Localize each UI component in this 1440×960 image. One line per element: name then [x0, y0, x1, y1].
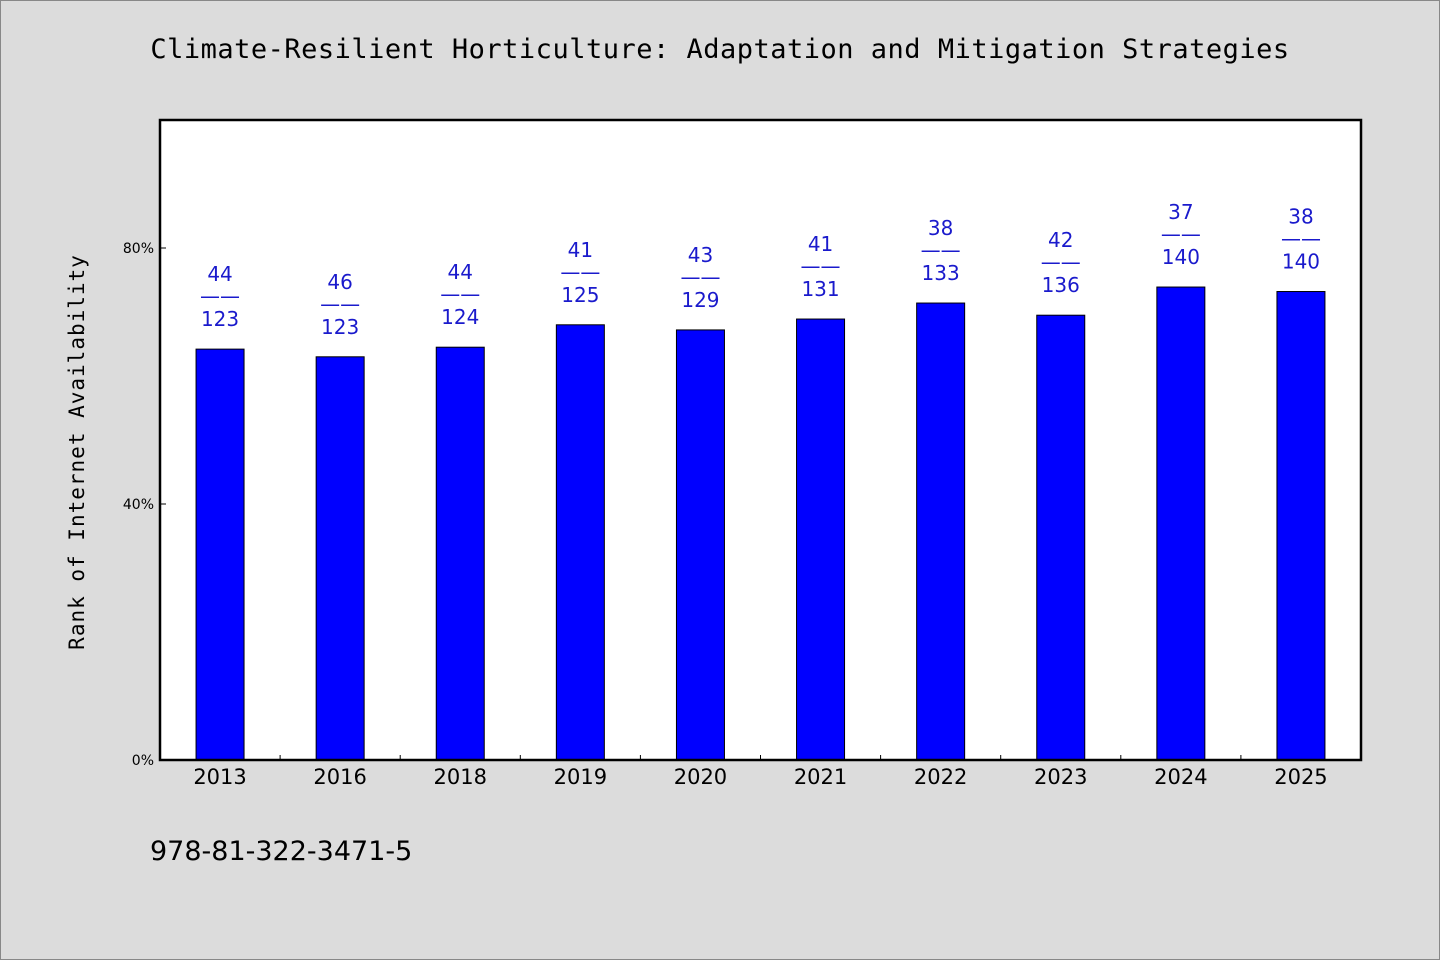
x-tick-label: 2016 — [313, 765, 366, 789]
bar — [435, 346, 485, 761]
y-tick-label: 0% — [132, 753, 154, 769]
bar — [675, 329, 725, 761]
x-tick-label: 2018 — [434, 765, 487, 789]
plot-border — [158, 118, 1363, 762]
y-tick-label: 80% — [123, 241, 154, 257]
data-label-bottom: 131 — [801, 277, 839, 301]
data-label-bottom: 124 — [441, 305, 479, 329]
data-label-separator: —— — [921, 238, 961, 262]
data-label-separator: —— — [680, 265, 720, 289]
data-label-bottom: 140 — [1282, 250, 1320, 274]
data-label-separator: —— — [440, 282, 480, 306]
bar — [195, 348, 245, 761]
data-label-top: 42 — [1048, 228, 1073, 252]
bar — [796, 318, 846, 761]
data-label-bottom: 133 — [922, 261, 960, 285]
data-label-top: 37 — [1168, 200, 1193, 224]
data-label-bottom: 123 — [321, 315, 359, 339]
data-label-bottom: 136 — [1042, 273, 1080, 297]
isbn-text: 978-81-322-3471-5 — [150, 836, 413, 867]
bar — [916, 302, 966, 761]
bar — [315, 356, 365, 761]
data-label-top: 43 — [688, 243, 713, 267]
bar — [555, 324, 605, 761]
data-label-bottom: 140 — [1162, 245, 1200, 269]
data-label-top: 41 — [808, 232, 833, 256]
data-label-bottom: 123 — [201, 307, 239, 331]
data-label-separator: —— — [200, 284, 240, 308]
data-label-separator: —— — [320, 292, 360, 316]
data-label-top: 44 — [207, 262, 232, 286]
data-label-top: 38 — [1288, 205, 1313, 229]
x-tick-label: 2020 — [674, 765, 727, 789]
data-label-top: 44 — [448, 260, 473, 284]
x-tick-label: 2025 — [1274, 765, 1327, 789]
x-tick-label: 2013 — [193, 765, 246, 789]
bar — [1276, 291, 1326, 761]
data-label-separator: —— — [560, 260, 600, 284]
y-tick-label: 40% — [123, 497, 154, 513]
x-tick-label: 2023 — [1034, 765, 1087, 789]
x-tick-label: 2024 — [1154, 765, 1207, 789]
data-label-separator: —— — [1281, 227, 1321, 251]
data-label-top: 41 — [568, 238, 593, 262]
x-tick-label: 2019 — [554, 765, 607, 789]
bar — [1156, 286, 1206, 761]
data-label-top: 46 — [327, 270, 352, 294]
data-label-bottom: 125 — [561, 283, 599, 307]
chart-title: Climate-Resilient Horticulture: Adaptati… — [150, 34, 1290, 65]
data-label-bottom: 129 — [681, 288, 719, 312]
x-tick-label: 2022 — [914, 765, 967, 789]
x-tick-label: 2021 — [794, 765, 847, 789]
bar — [1036, 314, 1086, 761]
data-label-top: 38 — [928, 216, 953, 240]
data-label-separator: —— — [801, 254, 841, 278]
data-label-separator: —— — [1161, 222, 1201, 246]
data-label-separator: —— — [1041, 250, 1081, 274]
